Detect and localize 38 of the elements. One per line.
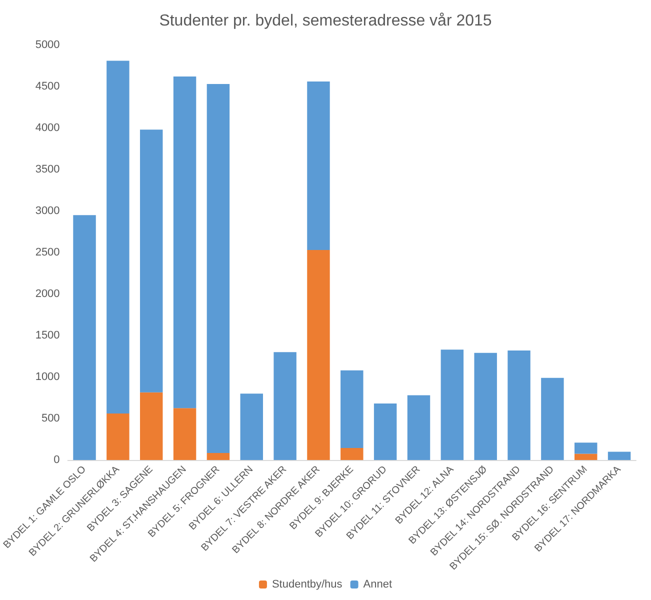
y-tick-label: 500 <box>41 412 60 424</box>
y-tick-label: 1500 <box>35 330 60 342</box>
bar <box>206 452 230 460</box>
bar <box>140 130 163 392</box>
bar <box>340 448 364 460</box>
bar <box>608 452 631 460</box>
bar <box>106 60 130 414</box>
chart-title: Studenter pr. bydel, semesteradresse vår 2015 <box>159 12 492 30</box>
bar <box>73 215 96 460</box>
y-tick-label: 3000 <box>35 205 60 217</box>
y-tick-label: 0 <box>54 454 60 466</box>
bar <box>440 350 464 460</box>
bar <box>307 82 330 250</box>
legend-label: Studentby/hus <box>272 578 343 590</box>
bar <box>106 414 130 460</box>
bar <box>307 250 330 460</box>
bar <box>240 394 263 460</box>
bar <box>574 454 598 460</box>
bar <box>374 404 397 460</box>
bar <box>574 442 598 454</box>
y-tick-label: 1000 <box>35 371 60 383</box>
bar <box>274 352 296 460</box>
bar <box>340 370 364 448</box>
y-tick-label: 5000 <box>35 39 60 51</box>
bar <box>541 378 564 460</box>
bar <box>206 84 230 453</box>
bar <box>474 352 497 460</box>
bar <box>508 350 530 460</box>
bar <box>173 408 196 460</box>
y-tick-label: 4000 <box>35 122 60 134</box>
bar <box>407 395 430 460</box>
bar <box>140 392 163 460</box>
y-tick-label: 2000 <box>35 288 60 300</box>
y-tick-label: 2500 <box>35 246 60 258</box>
y-tick-label: 3500 <box>35 164 60 176</box>
bar <box>173 76 196 408</box>
y-tick-label: 4500 <box>35 80 60 92</box>
legend-label: Annet <box>363 578 392 590</box>
